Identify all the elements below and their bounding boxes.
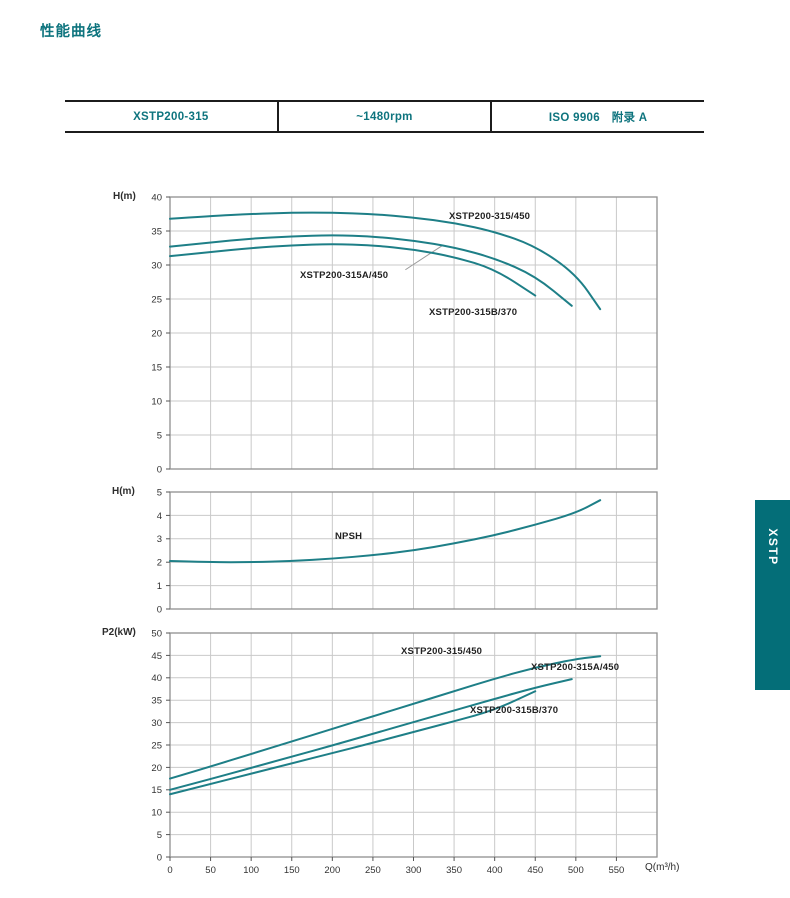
y-tick-label: 5 [157,487,162,498]
y-tick-label: 35 [151,696,162,707]
x-tick-label: 450 [527,865,543,876]
spec-cell-speed: ~1480rpm [276,102,491,131]
y-tick-label: 30 [151,260,162,271]
y-tick-label: 40 [151,673,162,684]
y-tick-label: 45 [151,651,162,662]
y-tick-label: 0 [157,464,162,475]
chart-head-curves: 0 5 10 15 20 25 30 35 40 [151,192,658,475]
power-label-315a-450: XSTP200-315A/450 [531,662,620,673]
y-tick-label: 1 [157,581,162,592]
y-tick-label: 35 [151,226,162,237]
y-tick-label: 20 [151,328,162,339]
y-tick-label: 5 [157,430,162,441]
x-tick-label: 550 [608,865,624,876]
x-axis-unit-label: Q(m³/h) [645,862,680,873]
y-tick-label: 0 [157,604,162,615]
x-tick-label: 100 [243,865,259,876]
x-tick-label: 0 [167,865,172,876]
x-tick-label: 50 [205,865,216,876]
y-tick-label: 4 [157,511,162,522]
y-tick-label: 20 [151,763,162,774]
curve-label-315b-370: XSTP200-315B/370 [429,307,518,318]
chart-npsh: 0 1 2 3 4 5 [157,487,658,615]
x-tick-label: 250 [365,865,381,876]
curve-label-315a-450: XSTP200-315A/450 [300,270,389,281]
chart1-ylabel: H(m) [113,191,136,202]
x-tick-label: 300 [406,865,422,876]
curve-XSTP200-315B-370 [169,690,537,796]
spec-table: XSTP200-315 ~1480rpm ISO 9906 附录 A [65,100,704,133]
y-tick-label: 25 [151,294,162,305]
y-tick-label: 15 [151,785,162,796]
chart3-ylabel: P2(kW) [102,627,136,638]
x-ticks: 0 50 100 150 200 250 300 350 400 450 500 550 [167,857,624,876]
side-tab-xstp: XSTP [755,500,790,690]
chart-svg-1: 0 1 2 3 4 5 [157,487,658,615]
spec-cell-model: XSTP200-315 [133,110,209,123]
y-ticks: 0 5 10 15 20 25 30 35 40 45 50 [151,628,170,863]
chart-power: 0 5 10 15 20 25 30 35 40 45 50 0 50 100 150 200 250 300 35… [151,628,658,876]
y-tick-label: 5 [157,830,162,841]
x-tick-label: 500 [568,865,584,876]
y-tick-label: 0 [157,852,162,863]
gridlines [170,197,657,469]
power-label-315b-370: XSTP200-315B/370 [470,705,559,716]
curve-label-315-450: XSTP200-315/450 [449,211,531,222]
y-tick-label: 10 [151,396,162,407]
curve-NPSH [169,499,602,564]
y-tick-label: 50 [151,628,162,639]
curve-XSTP200-315B-370 [169,243,537,297]
chart-frame [169,491,658,610]
y-tick-label: 2 [157,558,162,569]
label-leader-line [405,244,443,271]
curve-XSTP200-315A-450 [169,678,573,791]
x-tick-label: 200 [324,865,340,876]
y-tick-label: 25 [151,740,162,751]
page-title: 性能曲线 [40,24,102,40]
y-tick-label: 15 [151,362,162,373]
power-label-315-450: XSTP200-315/450 [401,646,483,657]
chart-svg-0: 0 5 10 15 20 25 30 35 40 [151,192,658,475]
side-tab-label: XSTP [765,528,780,566]
curve-XSTP200-315A-450 [169,234,573,307]
x-tick-label: 350 [446,865,462,876]
x-tick-label: 150 [284,865,300,876]
y-ticks: 0 5 10 15 20 25 30 35 40 [151,192,170,475]
curve-XSTP200-315-450 [169,211,602,311]
npsh-label: NPSH [335,531,363,542]
chart2-ylabel: H(m) [112,486,135,497]
y-tick-label: 40 [151,192,162,203]
y-tick-label: 30 [151,718,162,729]
y-tick-label: 10 [151,808,162,819]
spec-cell-standard: ISO 9906 附录 A [490,102,704,131]
y-tick-label: 3 [157,534,162,545]
y-ticks: 0 1 2 3 4 5 [157,487,170,615]
curve-XSTP200-315-450 [169,655,602,780]
x-tick-label: 400 [487,865,503,876]
